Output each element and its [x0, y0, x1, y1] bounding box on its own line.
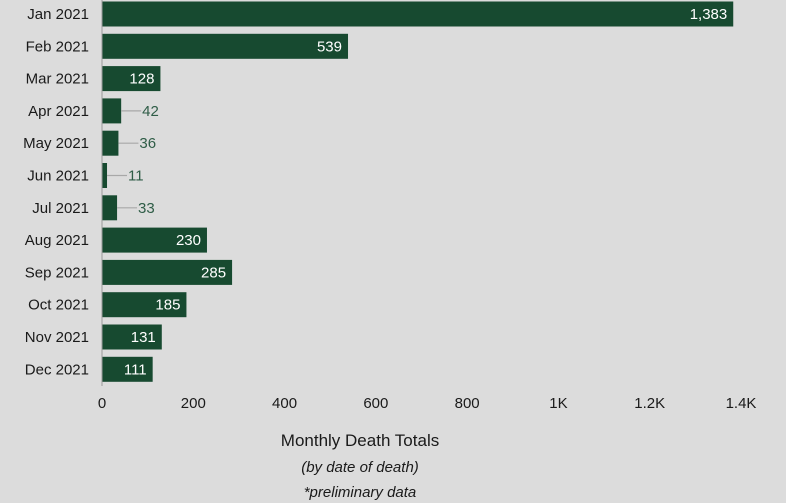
value-label: 33 — [138, 200, 155, 217]
x-axis-ticks: 0 200 400 600 800 1K 1.2K 1.4K — [98, 395, 757, 412]
bar-may-2021 — [102, 130, 119, 156]
value-label: 1,383 — [690, 6, 728, 23]
x-tick-label: 200 — [181, 395, 206, 412]
x-tick-label: 1.2K — [634, 395, 665, 412]
x-tick-label: 600 — [363, 395, 388, 412]
chart-subtitle-preliminary: *preliminary data — [304, 484, 417, 501]
value-label: 128 — [129, 71, 154, 88]
category-label: Dec 2021 — [25, 361, 89, 378]
bar-jun-2021 — [102, 163, 108, 188]
value-label: 36 — [139, 135, 156, 152]
bar-apr-2021 — [102, 98, 122, 124]
x-tick-label: 0 — [98, 395, 106, 412]
value-label: 230 — [176, 232, 201, 249]
category-label: Nov 2021 — [25, 329, 89, 346]
bar-mar-2021 — [102, 66, 161, 92]
value-label: 42 — [142, 103, 159, 120]
value-label: 131 — [131, 329, 156, 346]
bar-oct-2021 — [102, 292, 187, 318]
value-label: 285 — [201, 264, 226, 281]
category-label: Feb 2021 — [26, 38, 89, 55]
bar-aug-2021 — [102, 227, 207, 253]
category-label: Oct 2021 — [28, 297, 89, 314]
x-tick-label: 400 — [272, 395, 297, 412]
category-label: Apr 2021 — [28, 103, 89, 120]
category-label: Jul 2021 — [32, 200, 89, 217]
chart-subtitle-date: (by date of death) — [301, 459, 419, 476]
bar-feb-2021 — [102, 33, 349, 59]
x-tick-label: 800 — [455, 395, 480, 412]
bar-sep-2021 — [102, 259, 233, 285]
category-label: Aug 2021 — [25, 232, 89, 249]
category-label: Mar 2021 — [26, 71, 89, 88]
value-label: 11 — [128, 168, 144, 185]
bar-nov-2021 — [102, 324, 162, 350]
category-label: Sep 2021 — [25, 264, 89, 281]
value-label: 185 — [155, 297, 180, 314]
bars-layer — [102, 1, 734, 382]
value-label: 111 — [124, 361, 147, 378]
value-label: 539 — [317, 38, 342, 55]
bar-jul-2021 — [102, 195, 118, 221]
x-tick-label: 1.4K — [726, 395, 757, 412]
category-label: May 2021 — [23, 135, 89, 152]
x-tick-label: 1K — [549, 395, 567, 412]
category-label: Jan 2021 — [27, 6, 89, 23]
category-label: Jun 2021 — [27, 168, 89, 185]
category-labels: Jan 2021 Feb 2021 Mar 2021 Apr 2021 May 2021… — [23, 6, 89, 378]
bar-dec-2021 — [102, 356, 153, 382]
x-axis-label: Monthly Death Totals — [281, 431, 439, 450]
bar-jan-2021 — [102, 1, 734, 27]
